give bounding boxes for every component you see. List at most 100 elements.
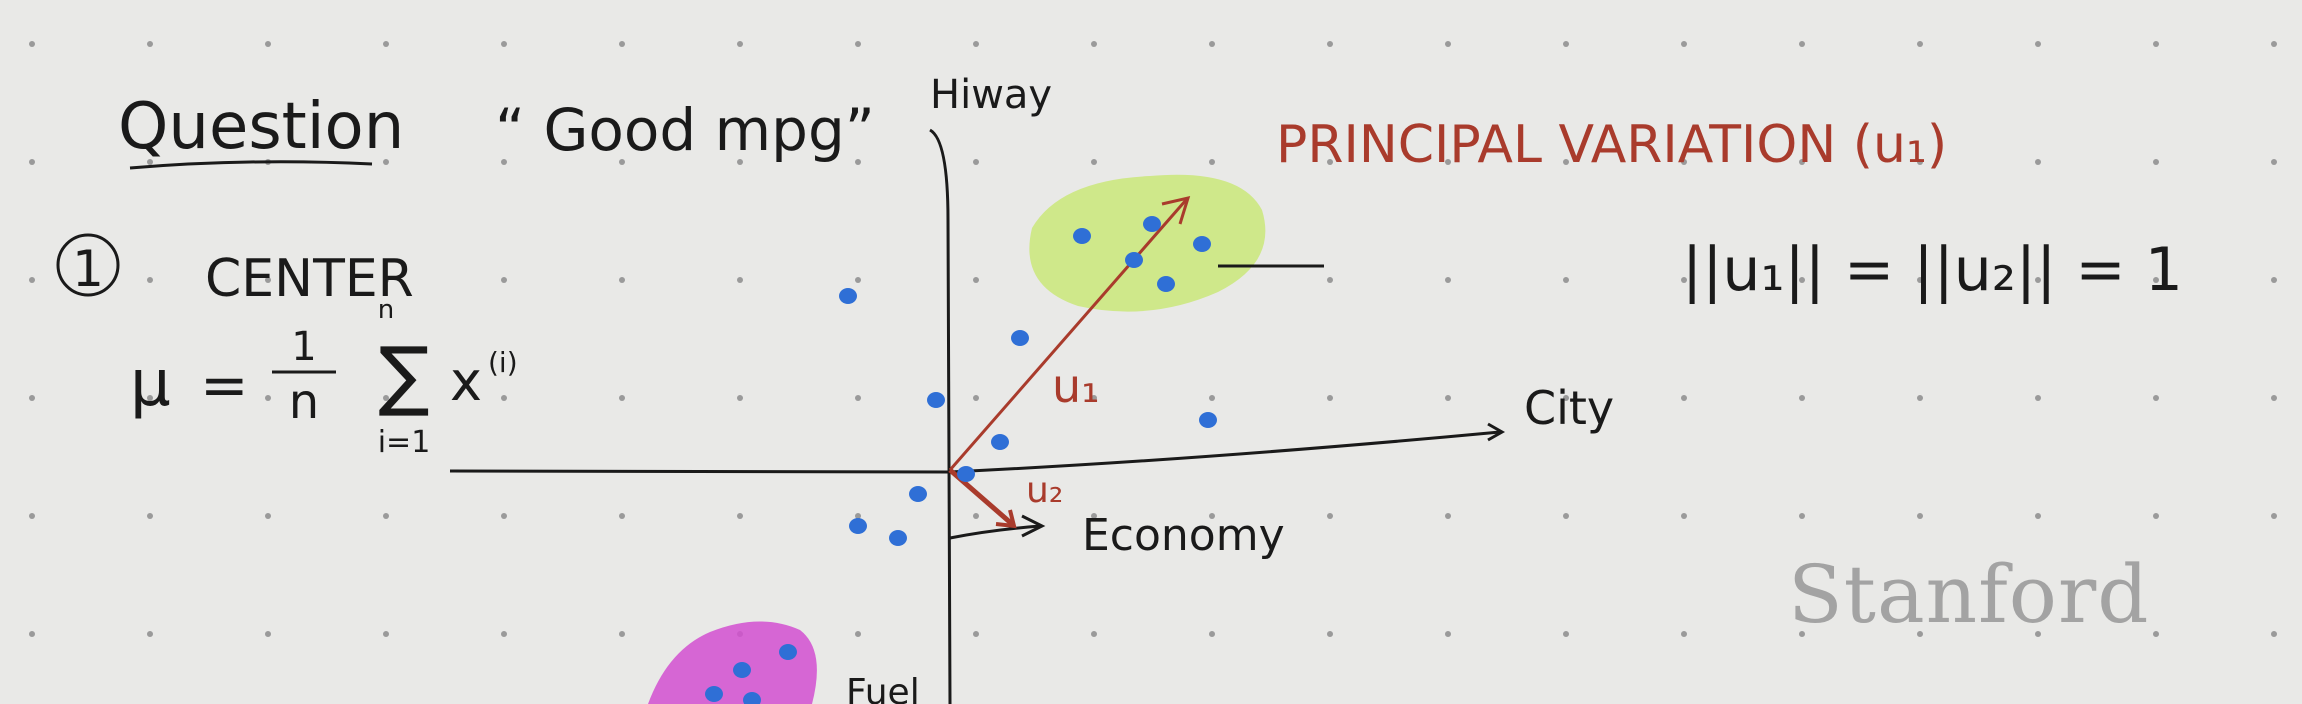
u1-vector (948, 199, 1188, 471)
grid-dot (29, 631, 35, 637)
grid-dot (1681, 513, 1687, 519)
grid-dot (1799, 395, 1805, 401)
grid-dot (1799, 631, 1805, 637)
sum-upper: n (378, 295, 394, 325)
grid-dot (855, 159, 861, 165)
grid-dot (619, 513, 625, 519)
grid-dot (1681, 41, 1687, 47)
data-point (1011, 330, 1029, 346)
data-point (991, 434, 1009, 450)
grid-dot (265, 41, 271, 47)
data-point (705, 686, 723, 702)
step-circle (56, 233, 120, 297)
u2-label: u₂ (1026, 470, 1063, 511)
data-point (1157, 276, 1175, 292)
question-heading: Question (118, 90, 404, 164)
grid-dot (265, 395, 271, 401)
grid-dot (265, 277, 271, 283)
grid-dot (737, 159, 743, 165)
grid-dot (2153, 159, 2159, 165)
grid-dot (383, 395, 389, 401)
grid-dot (1917, 41, 1923, 47)
grid-dot (1799, 159, 1805, 165)
grid-dot (383, 513, 389, 519)
grid-dot (2153, 513, 2159, 519)
economy-axis (949, 524, 1041, 540)
grid-dot (2153, 395, 2159, 401)
center-heading: CENTER (205, 249, 414, 309)
sum-symbol: ∑ (378, 330, 429, 419)
grid-dot (1445, 277, 1451, 283)
grid-dot (1917, 159, 1923, 165)
grid-dot (855, 513, 861, 519)
grid-dot (383, 41, 389, 47)
grid-dot (501, 631, 507, 637)
data-point (839, 288, 857, 304)
grid-dot (265, 513, 271, 519)
grid-dot (619, 631, 625, 637)
grid-dot (147, 631, 153, 637)
grid-dot (2271, 395, 2277, 401)
economy-axis-arrowhead (1021, 514, 1046, 538)
grid-dot (1209, 395, 1215, 401)
grid-dot (2271, 513, 2277, 519)
grid-dot (973, 631, 979, 637)
grid-dot (1799, 277, 1805, 283)
grid-dot (147, 395, 153, 401)
hiway-label: Hiway (930, 72, 1052, 118)
grid-dot (265, 631, 271, 637)
grid-dot (973, 513, 979, 519)
grid-dot (737, 277, 743, 283)
grid-dot (2035, 159, 2041, 165)
grid-dot (29, 513, 35, 519)
u2-arrowhead (995, 509, 1017, 529)
grid-dot (1091, 513, 1097, 519)
grid-dot (383, 159, 389, 165)
grid-dot (1209, 159, 1215, 165)
u1-label: u₁ (1052, 359, 1100, 413)
data-point (889, 530, 907, 546)
grid-dot (1209, 631, 1215, 637)
grid-dot (1327, 395, 1333, 401)
grid-dot (383, 631, 389, 637)
grid-dot (383, 277, 389, 283)
grid-dot (1327, 277, 1333, 283)
grid-dot (2035, 395, 2041, 401)
x-variable: x (450, 350, 482, 413)
grid-dot (2271, 631, 2277, 637)
city-label: City (1524, 381, 1614, 435)
grid-dot (1563, 513, 1569, 519)
grid-dot (1209, 513, 1215, 519)
grid-dot (619, 277, 625, 283)
data-point (733, 662, 751, 678)
data-point (927, 392, 945, 408)
grid-dot (2153, 41, 2159, 47)
grid-dot (1445, 395, 1451, 401)
data-point (743, 692, 761, 704)
grid-dot (1563, 277, 1569, 283)
grid-dot (1917, 631, 1923, 637)
grid-dot (1091, 631, 1097, 637)
grid-dot (147, 513, 153, 519)
grid-dot (1681, 395, 1687, 401)
grid-dot (855, 395, 861, 401)
grid-dot (1681, 277, 1687, 283)
grid-dot (1327, 631, 1333, 637)
grid-dot (1563, 395, 1569, 401)
grid-dot (619, 159, 625, 165)
y-axis (929, 128, 952, 704)
grid-dot (2035, 41, 2041, 47)
grid-dot (147, 41, 153, 47)
data-point (849, 518, 867, 534)
formula-equals: = (200, 351, 249, 419)
grid-dot (973, 277, 979, 283)
step-number: 1 (72, 240, 104, 298)
grid-dot (1563, 631, 1569, 637)
grid-dot (501, 159, 507, 165)
data-points (705, 216, 1217, 704)
grid-dot (2271, 41, 2277, 47)
grid-dot (973, 159, 979, 165)
fraction-numerator: 1 (291, 324, 316, 370)
data-point (1193, 236, 1211, 252)
grid-dot (501, 41, 507, 47)
